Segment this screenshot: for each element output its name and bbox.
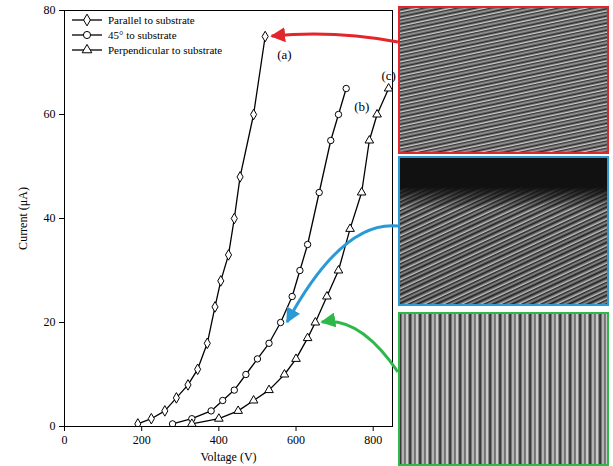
svg-text:0: 0	[62, 433, 68, 447]
svg-text:Current (μA): Current (μA)	[16, 187, 30, 250]
svg-text:20: 20	[44, 315, 56, 329]
svg-text:40: 40	[44, 211, 56, 225]
svg-text:800: 800	[364, 433, 382, 447]
svg-text:(c): (c)	[381, 68, 395, 83]
svg-text:(b): (b)	[354, 99, 369, 114]
svg-text:200: 200	[133, 433, 151, 447]
svg-text:60: 60	[44, 107, 56, 121]
svg-text:0: 0	[50, 419, 56, 433]
html-text:45° to substrate: 45° to substrate	[108, 28, 177, 41]
svg-text:(a): (a)	[277, 47, 291, 62]
svg-text:Voltage (V): Voltage (V)	[200, 450, 256, 464]
html-text:Parallel to substrate: Parallel to substrate	[108, 13, 195, 26]
svg-text:400: 400	[210, 433, 228, 447]
html-text:Perpendicular to substrate: Perpendicular to substrate	[108, 43, 223, 56]
svg-text:600: 600	[287, 433, 305, 447]
svg-text:80: 80	[44, 3, 56, 17]
